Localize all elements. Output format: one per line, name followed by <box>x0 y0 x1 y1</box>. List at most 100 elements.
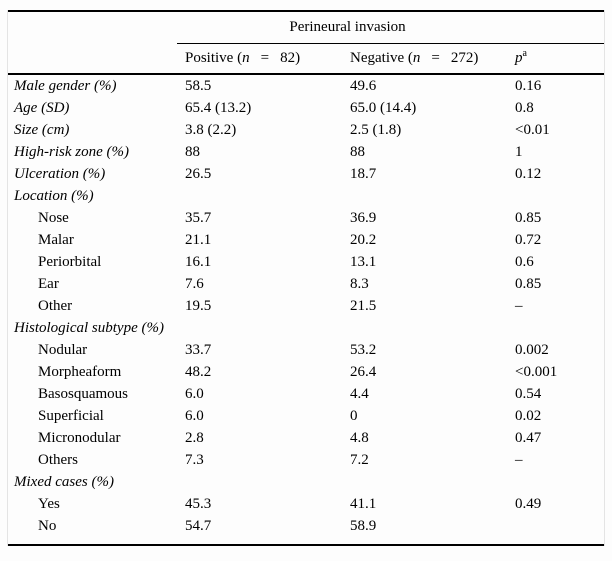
row-label: Yes <box>38 495 60 512</box>
positive-value: 19.5 <box>185 297 212 314</box>
positive-value: 7.3 <box>185 451 204 468</box>
positive-value: 26.5 <box>185 165 212 182</box>
positive-value: 45.3 <box>185 495 212 512</box>
p-value: 0.54 <box>515 385 542 402</box>
p-value: <0.001 <box>515 363 558 380</box>
positive-value: 21.1 <box>185 231 212 248</box>
p-value: 0.02 <box>515 407 542 424</box>
table-row: Basosquamous 6.0 4.4 0.54 <box>8 383 604 405</box>
negative-value: 4.8 <box>350 429 369 446</box>
table-row: Malar 21.1 20.2 0.72 <box>8 229 604 251</box>
negative-value: 4.4 <box>350 385 369 402</box>
spanner-row: Perineural invasion <box>8 11 605 44</box>
table-row: No 54.7 58.9 <box>8 515 604 545</box>
positive-value: 58.5 <box>185 77 212 94</box>
positive-header-count: 82) <box>280 50 301 66</box>
row-label: Micronodular <box>38 429 121 446</box>
p-value: 0.85 <box>515 275 542 292</box>
negative-value: 88 <box>350 143 365 160</box>
table-row: Morpheaform 48.2 26.4 <0.001 <box>8 361 604 383</box>
row-label: Periorbital <box>38 253 102 270</box>
section-row: Location (%) <box>8 185 604 207</box>
positive-value: 48.2 <box>185 363 212 380</box>
p-value: <0.01 <box>515 121 550 138</box>
row-label: Nodular <box>38 341 88 358</box>
p-value: – <box>515 451 523 468</box>
positive-header-equals: = <box>260 50 270 66</box>
row-label: Morpheaform <box>38 363 122 380</box>
p-value: 0.85 <box>515 209 542 226</box>
negative-value: 18.7 <box>350 165 377 182</box>
negative-value: 53.2 <box>350 341 377 358</box>
p-value: 0.6 <box>515 253 534 270</box>
p-value: 0.8 <box>515 99 534 116</box>
section-row: Histological subtype (%) <box>8 317 604 339</box>
row-label: Age (SD) <box>14 99 70 116</box>
section-label: Mixed cases (%) <box>14 473 114 490</box>
table-row: Nodular 33.7 53.2 0.002 <box>8 339 604 361</box>
positive-header-prefix: Positive ( <box>185 50 243 66</box>
section-row: Mixed cases (%) <box>8 471 604 493</box>
p-value: 0.002 <box>515 341 549 358</box>
negative-value: 41.1 <box>350 495 377 512</box>
spanner-title: Perineural invasion <box>177 11 605 44</box>
spanner-empty-cell <box>8 11 177 44</box>
row-label: Others <box>38 451 78 468</box>
row-label: High-risk zone (%) <box>14 143 129 160</box>
table-row: Micronodular 2.8 4.8 0.47 <box>8 427 604 449</box>
row-label: Superficial <box>38 407 104 424</box>
p-value: 0.72 <box>515 231 542 248</box>
table-row: Size (cm) 3.8 (2.2) 2.5 (1.8) <0.01 <box>8 119 604 141</box>
row-label: Malar <box>38 231 74 248</box>
table-row: Periorbital 16.1 13.1 0.6 <box>8 251 604 273</box>
positive-value: 7.6 <box>185 275 204 292</box>
section-label: Location (%) <box>14 187 94 204</box>
p-value: 0.49 <box>515 495 542 512</box>
column-header-negative: Negative (n = 272) <box>342 43 507 75</box>
table-row: Other 19.5 21.5 – <box>8 295 604 317</box>
negative-value: 65.0 (14.4) <box>350 99 417 116</box>
negative-header-prefix: Negative ( <box>350 50 413 66</box>
table-row: Superficial 6.0 0 0.02 <box>8 405 604 427</box>
p-value: – <box>515 297 523 314</box>
section-label: Histological subtype (%) <box>14 319 164 336</box>
column-header-p: pa <box>507 43 605 75</box>
table-row: Nose 35.7 36.9 0.85 <box>8 207 604 229</box>
negative-value: 13.1 <box>350 253 377 270</box>
p-value <box>507 515 604 545</box>
negative-value: 8.3 <box>350 275 369 292</box>
row-label: Ear <box>38 275 59 292</box>
column-header-positive: Positive (n = 82) <box>177 43 342 75</box>
positive-value: 88 <box>185 143 200 160</box>
positive-value: 65.4 (13.2) <box>185 99 252 116</box>
positive-value: 6.0 <box>185 407 204 424</box>
table-row: Ear 7.6 8.3 0.85 <box>8 273 604 295</box>
negative-value: 21.5 <box>350 297 377 314</box>
positive-value: 2.8 <box>185 429 204 446</box>
positive-value: 35.7 <box>185 209 212 226</box>
positive-value: 16.1 <box>185 253 212 270</box>
positive-value: 3.8 (2.2) <box>185 121 237 138</box>
row-label: Male gender (%) <box>14 77 117 94</box>
table-row: Others 7.3 7.2 – <box>8 449 604 471</box>
p-value: 1 <box>515 143 523 160</box>
row-label: No <box>38 517 57 534</box>
column-header-row: Positive (n = 82) Negative (n = 272) pa <box>8 43 605 75</box>
p-value: 0.47 <box>515 429 542 446</box>
row-label: Nose <box>38 209 69 226</box>
positive-value: 54.7 <box>185 517 212 534</box>
row-label: Ulceration (%) <box>14 165 106 182</box>
perineural-invasion-table: Perineural invasion Positive ( n = 82) Nega… <box>8 10 605 546</box>
positive-value: 33.7 <box>185 341 212 358</box>
negative-value: 49.6 <box>350 77 377 94</box>
negative-value: 36.9 <box>350 209 377 226</box>
negative-value: 2.5 (1.8) <box>350 121 402 138</box>
positive-value: 6.0 <box>185 385 204 402</box>
negative-value: 26.4 <box>350 363 377 380</box>
negative-header-n: n <box>412 50 421 66</box>
column-header-empty <box>8 43 177 75</box>
row-label: Size (cm) <box>14 121 70 138</box>
table-row: Yes 45.3 41.1 0.49 <box>8 493 604 515</box>
p-symbol: p <box>515 50 523 66</box>
negative-header-equals: = <box>431 50 440 66</box>
